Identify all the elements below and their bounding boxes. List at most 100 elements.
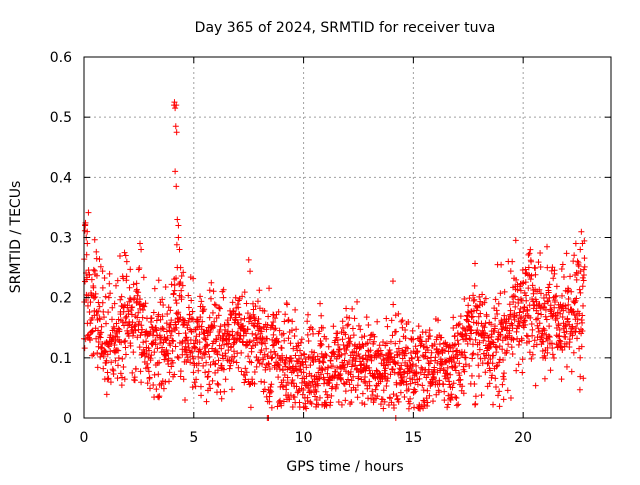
data-point (453, 402, 460, 409)
data-point (246, 338, 253, 345)
x-axis-label: GPS time / hours (286, 459, 403, 475)
data-point (383, 382, 390, 389)
data-point (235, 297, 242, 304)
data-point (367, 347, 374, 354)
data-point (510, 292, 517, 299)
data-point (492, 383, 499, 390)
data-point (551, 267, 558, 274)
data-point (457, 313, 464, 320)
data-point (405, 405, 412, 412)
data-point (454, 337, 461, 344)
data-point (201, 306, 208, 313)
data-point (361, 333, 368, 340)
data-point (577, 268, 584, 275)
data-point (450, 325, 457, 332)
data-point (271, 326, 278, 333)
data-point (565, 296, 572, 303)
data-point (431, 375, 438, 382)
data-point (482, 369, 489, 376)
data-point (91, 294, 98, 301)
data-point (573, 312, 580, 319)
y-tick-label: 0.1 (50, 351, 72, 367)
data-point (160, 385, 167, 392)
data-point (218, 395, 225, 402)
data-point (479, 360, 486, 367)
data-point (89, 352, 96, 359)
data-point (528, 272, 535, 279)
data-point (424, 402, 431, 409)
data-point (154, 345, 161, 352)
data-point (550, 275, 557, 282)
data-point (120, 275, 127, 282)
data-point (355, 350, 362, 357)
data-point (416, 375, 423, 382)
data-point (316, 328, 323, 335)
data-point (543, 316, 550, 323)
data-point (313, 397, 320, 404)
data-point (185, 292, 192, 299)
data-point (424, 387, 431, 394)
data-point (343, 344, 350, 351)
data-point (323, 352, 330, 359)
data-point (343, 347, 350, 354)
data-point (414, 381, 421, 388)
data-point (293, 383, 300, 390)
data-point (433, 391, 440, 398)
data-point (487, 367, 494, 374)
data-point (334, 330, 341, 337)
data-point (327, 402, 334, 409)
data-point (269, 322, 276, 329)
data-point (173, 300, 180, 307)
data-point (577, 354, 584, 361)
data-point (556, 337, 563, 344)
data-point (345, 339, 352, 346)
data-point (164, 335, 171, 342)
data-point (529, 351, 536, 358)
data-point (535, 328, 542, 335)
data-point (562, 323, 569, 330)
data-point (532, 382, 539, 389)
data-point (245, 256, 252, 263)
data-point (238, 368, 245, 375)
data-point (542, 313, 549, 320)
data-point (424, 347, 431, 354)
data-point (529, 326, 536, 333)
data-point (393, 392, 400, 399)
data-point (280, 384, 287, 391)
data-point (419, 366, 426, 373)
data-point (488, 321, 495, 328)
data-point (203, 359, 210, 366)
data-point (400, 379, 407, 386)
data-point (541, 327, 548, 334)
data-point (362, 373, 369, 380)
data-point (114, 375, 121, 382)
data-point (151, 349, 158, 356)
data-point (123, 258, 130, 265)
data-point (407, 395, 414, 402)
data-point (228, 386, 235, 393)
data-point (369, 391, 376, 398)
data-point (472, 393, 479, 400)
data-point (169, 337, 176, 344)
data-point (212, 302, 219, 309)
data-point (392, 328, 399, 335)
data-point (327, 399, 334, 406)
data-point (425, 371, 432, 378)
data-point (167, 307, 174, 314)
data-point (134, 334, 141, 341)
data-point (426, 360, 433, 367)
y-tick-label: 0.4 (50, 170, 72, 186)
data-point (476, 346, 483, 353)
data-point (286, 396, 293, 403)
data-point (99, 299, 106, 306)
data-point (453, 394, 460, 401)
data-point (463, 332, 470, 339)
data-point (115, 325, 122, 332)
data-point (268, 381, 275, 388)
data-point (182, 396, 189, 403)
data-point (258, 347, 265, 354)
data-point (457, 376, 464, 383)
data-point (131, 295, 138, 302)
data-point (133, 299, 140, 306)
data-point (129, 326, 136, 333)
